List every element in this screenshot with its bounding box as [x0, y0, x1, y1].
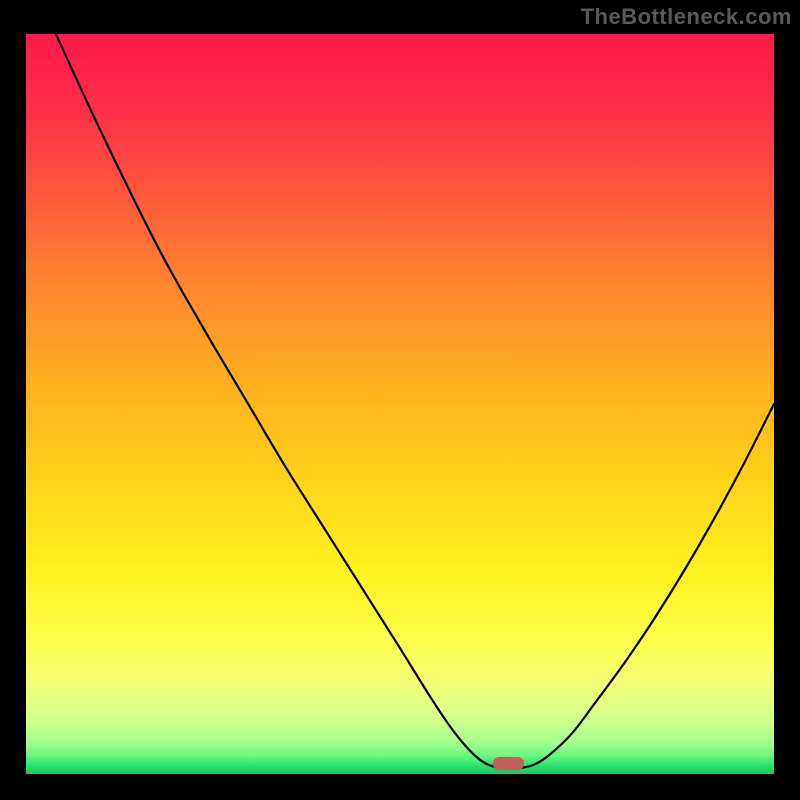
chart-background: [26, 34, 774, 774]
watermark-text: TheBottleneck.com: [581, 4, 792, 30]
optimal-point-marker: [493, 757, 524, 770]
bottleneck-chart: [26, 34, 774, 774]
chart-frame: TheBottleneck.com: [0, 0, 800, 800]
